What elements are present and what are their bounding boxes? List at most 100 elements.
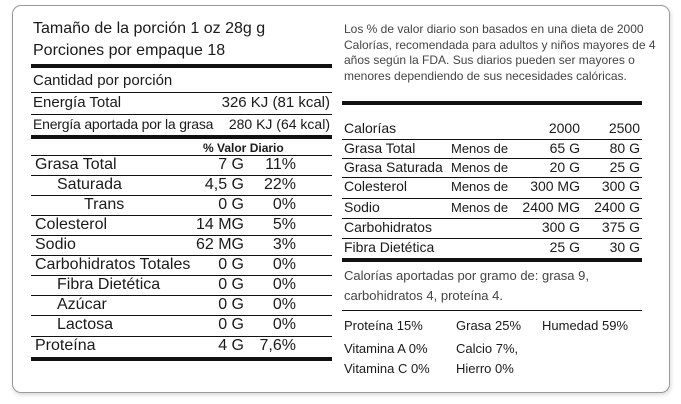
nutrient-name: Carbohidratos Totales	[35, 256, 191, 273]
nutrient-amount: 7 G	[218, 156, 244, 173]
dv-row-label: Sodio	[344, 199, 380, 215]
nutrient-name: Trans	[84, 196, 125, 213]
energy-label: Energía Total	[33, 94, 122, 111]
divider	[31, 215, 332, 216]
footnote: Los % de valor diario son basados en una…	[344, 22, 656, 84]
dv-row-2500: 300 G	[601, 178, 640, 194]
nutrient-dv: 0%	[272, 296, 296, 313]
dv-table-header-label: Calorías	[344, 120, 397, 136]
footnote-line: Calorías, recomendada para adultos y niñ…	[344, 37, 656, 52]
iron: Hierro 0%	[456, 361, 514, 376]
dv-row-2000: 25 G	[549, 239, 580, 255]
dv-row-qualifier: Menos de	[451, 141, 509, 156]
fat-pct: Grasa 25%	[456, 318, 522, 333]
dv-row-2000: 65 G	[549, 140, 580, 156]
dv-row-qualifier: Menos de	[451, 200, 509, 215]
dv-header: % Valor Diario	[203, 141, 284, 155]
dv-row-label: Grasa Saturada	[344, 159, 443, 175]
dv-row-2500: 25 G	[609, 159, 640, 175]
energy-fat-value: 280 KJ (64 kcal)	[228, 116, 330, 132]
divider	[31, 114, 332, 115]
divider-thick	[31, 135, 332, 139]
dv-row-2000: 2400 MG	[522, 199, 580, 215]
moisture-pct: Humedad 59%	[542, 318, 628, 333]
nutrient-amount: 62 MG	[195, 236, 244, 253]
nutrition-label	[12, 5, 670, 393]
footnote-line: Los % de valor diario son basados en una…	[344, 22, 644, 36]
vitamin-c: Vitamina C 0%	[344, 361, 430, 376]
dv-row-2500: 80 G	[609, 140, 640, 156]
dv-row-label: Fibra Dietética	[344, 239, 435, 255]
dv-row-qualifier: Menos de	[451, 160, 509, 175]
divider-thick	[31, 64, 332, 68]
nutrient-amount: 4 G	[218, 337, 244, 354]
dv-row-2500: 375 G	[601, 219, 640, 235]
calories-per-gram-line: carbohidratos 4, proteína 4.	[344, 288, 503, 303]
divider	[31, 315, 332, 316]
nutrient-name: Azúcar	[57, 296, 107, 313]
nutrient-amount: 0 G	[218, 296, 244, 313]
divider	[342, 158, 642, 159]
dv-row-2000: 300 G	[541, 219, 580, 235]
footnote-line: años según la FDA. Sus diarios pueden se…	[344, 53, 635, 67]
nutrient-amount: 0 G	[218, 276, 244, 293]
nutrient-dv: 0%	[272, 196, 296, 213]
nutrient-dv: 5%	[272, 216, 296, 233]
nutrient-dv: 7,6%	[259, 337, 296, 354]
divider	[342, 218, 642, 219]
dv-row-label: Colesterol	[344, 178, 408, 194]
nutrient-amount: 0 G	[218, 316, 244, 333]
nutrient-dv: 0%	[272, 256, 296, 273]
footnote-line: menores dependiendo de sus necesidades c…	[344, 68, 627, 83]
divider-thick	[31, 357, 332, 361]
nutrient-name: Fibra Dietética	[57, 276, 161, 293]
nutrient-name: Grasa Total	[35, 156, 117, 173]
nutrient-amount: 4,5 G	[204, 176, 244, 193]
divider	[31, 155, 332, 156]
nutrient-name: Lactosa	[57, 316, 114, 333]
amount-per-serving: Cantidad por porción	[33, 72, 173, 89]
nutrient-dv: 22%	[263, 176, 296, 193]
dv-table-header-2500: 2500	[608, 120, 640, 136]
calories-per-gram-line: Calorías aportadas por gramo de: grasa 9…	[344, 268, 589, 283]
calories-per-gram: Calorías aportadas por gramo de: grasa 9…	[344, 266, 589, 306]
divider	[31, 255, 332, 256]
nutrient-name: Sodio	[35, 236, 76, 253]
divider	[31, 175, 332, 176]
energy-value: 326 KJ (81 kcal)	[221, 94, 330, 111]
protein-pct: Proteína 15%	[344, 318, 423, 333]
divider	[31, 92, 332, 93]
divider	[31, 336, 332, 337]
nutrient-amount: 0 G	[218, 256, 244, 273]
nutrient-amount: 0 G	[218, 196, 244, 213]
dv-row-2000: 300 MG	[530, 178, 580, 194]
dv-row-label: Carbohidratos	[344, 219, 432, 235]
nutrient-name: Saturada	[57, 176, 122, 193]
divider	[342, 310, 642, 311]
dv-row-label: Grasa Total	[344, 140, 416, 156]
divider	[342, 198, 642, 199]
nutrient-dv: 0%	[272, 316, 296, 333]
nutrient-dv: 11%	[265, 156, 296, 173]
dv-row-2000: 20 G	[549, 159, 580, 175]
divider	[342, 177, 642, 178]
divider	[31, 275, 332, 276]
calcium: Calcio 7%,	[456, 341, 519, 356]
servings-per-container: Porciones por empaque 18	[33, 42, 226, 59]
dv-row-2500: 2400 G	[594, 199, 640, 215]
nutrient-dv: 0%	[272, 276, 296, 293]
nutrient-name: Colesterol	[35, 216, 108, 233]
divider-thick	[342, 101, 642, 105]
divider	[342, 139, 642, 140]
serving-size: Tamaño de la porción 1 oz 28g g	[33, 20, 266, 37]
dv-table-header-2000: 2000	[548, 120, 580, 136]
dv-row-2500: 30 G	[609, 239, 640, 255]
nutrient-name: Proteína	[35, 337, 96, 354]
nutrient-amount: 14 MG	[195, 216, 244, 233]
nutrient-dv: 3%	[272, 236, 296, 253]
vitamin-a: Vitamina A 0%	[344, 341, 428, 356]
divider	[31, 295, 332, 296]
divider	[31, 195, 332, 196]
energy-fat-label: Energía aportada por la grasa	[33, 116, 214, 132]
divider-thick	[342, 258, 642, 262]
